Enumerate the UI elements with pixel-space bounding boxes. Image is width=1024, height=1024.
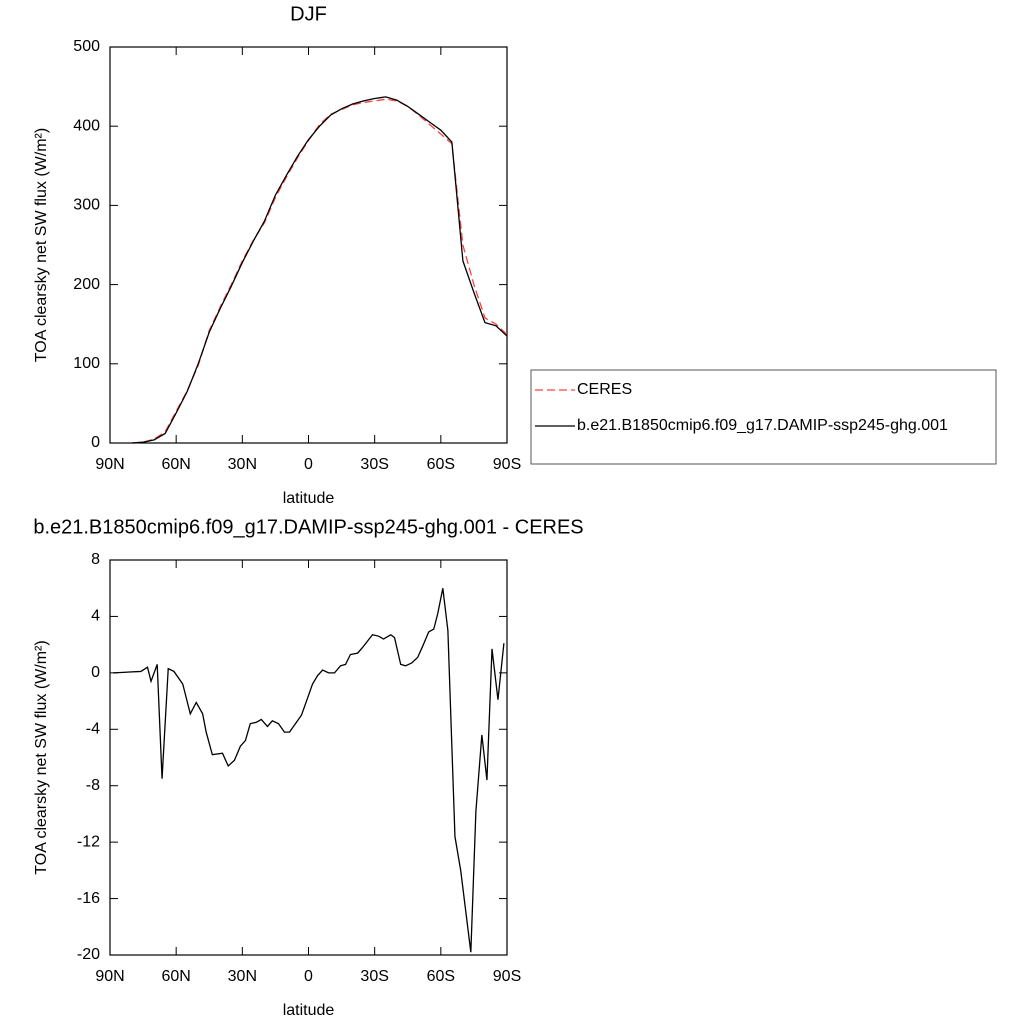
x-tick-label: 60N	[161, 968, 190, 985]
x-tick-label: 30S	[360, 968, 388, 985]
x-tick-label: 30N	[228, 968, 257, 985]
y-tick-label: 500	[73, 38, 100, 55]
y-tick-label: 100	[73, 355, 100, 372]
x-tick-label: 60N	[161, 456, 190, 473]
y-tick-label: 0	[91, 434, 100, 451]
chart-title: b.e21.B1850cmip6.f09_g17.DAMIP-ssp245-gh…	[33, 516, 583, 538]
y-tick-label: 4	[91, 608, 100, 625]
x-axis-label: latitude	[283, 490, 335, 507]
y-tick-label: -4	[86, 721, 100, 738]
x-tick-label: 0	[304, 456, 313, 473]
y-tick-label: -8	[86, 777, 100, 794]
plot-frame	[109, 559, 508, 956]
y-tick-label: -16	[77, 890, 100, 907]
data-line	[132, 98, 508, 444]
x-tick-label: 30S	[360, 456, 388, 473]
y-tick-label: 8	[91, 551, 100, 568]
y-tick-label: 0	[91, 664, 100, 681]
y-tick-label: 200	[73, 276, 100, 293]
x-tick-label: 0	[304, 968, 313, 985]
x-tick-label: 90S	[493, 456, 521, 473]
legend-box	[530, 369, 997, 465]
y-axis-label: TOA clearsky net SW flux (W/m²)	[33, 640, 50, 874]
y-tick-label: -12	[77, 833, 100, 850]
plot-frame	[109, 46, 508, 444]
legend: CERES b.e21.B1850cmip6.f09_g17.DAMIP-ssp2…	[530, 369, 997, 465]
x-tick-label: 90S	[493, 968, 521, 985]
legend-label: CERES	[577, 381, 632, 398]
x-tick-label: 90N	[95, 456, 124, 473]
x-tick-label: 60S	[427, 456, 455, 473]
chart-title: DJF	[290, 3, 327, 25]
y-tick-label: -20	[77, 946, 100, 963]
y-tick-label: 400	[73, 117, 100, 134]
x-tick-label: 90N	[95, 968, 124, 985]
x-axis-label: latitude	[283, 1002, 335, 1019]
legend-label: b.e21.B1850cmip6.f09_g17.DAMIP-ssp245-gh…	[577, 417, 948, 434]
data-line	[113, 588, 505, 953]
x-tick-label: 30N	[228, 456, 257, 473]
x-tick-label: 60S	[427, 968, 455, 985]
data-line	[132, 96, 508, 444]
y-axis-label: TOA clearsky net SW flux (W/m²)	[33, 128, 50, 362]
y-tick-label: 300	[73, 197, 100, 214]
